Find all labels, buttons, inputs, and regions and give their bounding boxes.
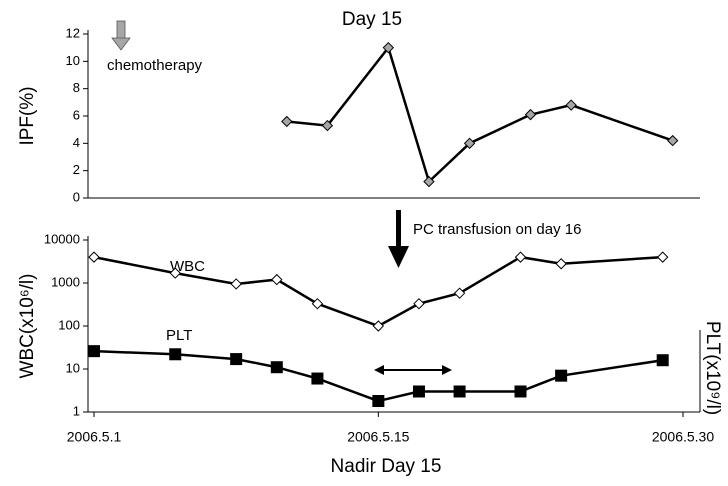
y-tick-label: 1000 [51, 274, 80, 289]
marker [514, 385, 527, 398]
y-axis-label: IPF(%) [17, 86, 38, 145]
marker [372, 320, 385, 332]
y-tick-label: 10 [66, 53, 80, 68]
marker [453, 385, 466, 398]
double-arrow [374, 365, 452, 375]
marker [372, 395, 385, 408]
x-tick-label: 2006.5.15 [347, 429, 409, 445]
y-tick-label: 4 [73, 135, 80, 150]
marker [514, 251, 527, 263]
y-tick-label: 2 [73, 162, 80, 177]
y-tick-label: 0 [73, 189, 80, 204]
y-tick-label: 8 [73, 80, 80, 95]
x-tick-label: 2006.5.1 [67, 429, 122, 445]
marker [555, 369, 568, 382]
marker [656, 354, 669, 367]
series-line [286, 45, 674, 184]
marker [311, 372, 324, 385]
marker [270, 361, 283, 374]
marker [555, 258, 567, 270]
y-tick-label: 6 [73, 107, 80, 122]
transfusion-arrow [388, 210, 409, 268]
annotation: PC transfusion on day 16 [413, 221, 581, 238]
y2-axis-label: PLT(x10⁹/l) [702, 321, 723, 415]
marker [169, 348, 182, 361]
annotation: PLT [166, 327, 192, 344]
marker [88, 251, 100, 263]
marker [382, 41, 395, 54]
marker [271, 273, 283, 286]
marker [88, 345, 100, 358]
y-tick-label: 1 [73, 403, 80, 418]
y-tick-label: 10 [66, 360, 80, 375]
chemo-arrow [111, 20, 131, 51]
x-tick-label: 2006.5.30 [652, 429, 714, 445]
y-tick-label: 100 [58, 317, 80, 332]
marker [230, 353, 243, 366]
marker [453, 287, 466, 299]
marker [230, 278, 242, 290]
marker [565, 99, 577, 111]
marker [463, 137, 476, 150]
marker [423, 175, 435, 188]
y-tick-label: 12 [66, 25, 80, 40]
marker [413, 297, 425, 310]
annotation: WBC [170, 258, 205, 275]
y-tick-label: 10000 [44, 231, 80, 246]
marker [656, 251, 669, 263]
marker [169, 267, 181, 279]
marker [311, 297, 324, 310]
marker [524, 108, 537, 121]
marker [412, 385, 425, 398]
marker [666, 134, 679, 147]
annotation: chemotherapy [107, 57, 203, 74]
y-axis-label: WBC(x10⁶/l) [17, 274, 38, 379]
annotation: Day 15 [342, 9, 402, 30]
x-axis-label: Nadir Day 15 [331, 456, 442, 477]
marker [321, 119, 334, 132]
marker [281, 115, 293, 128]
